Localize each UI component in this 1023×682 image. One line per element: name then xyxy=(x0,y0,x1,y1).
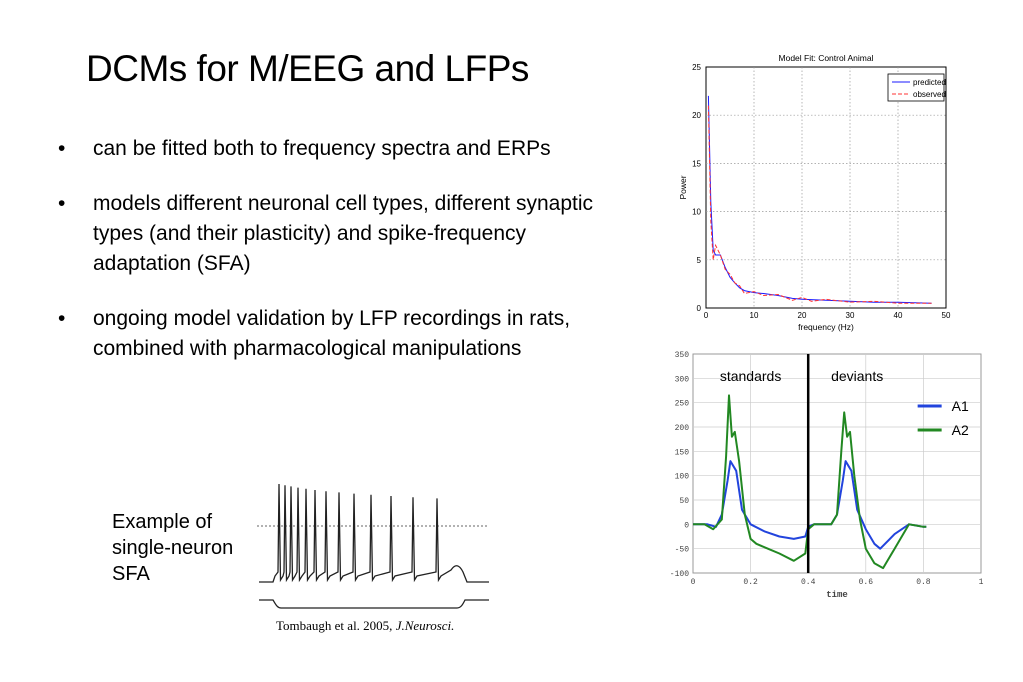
sfa-caption: Example of single-neuron SFA xyxy=(112,509,233,587)
chart-title: Model Fit: Control Animal xyxy=(779,53,874,63)
x-axis-label: time xyxy=(826,590,848,600)
x-tick-label: 0 xyxy=(691,578,696,587)
y-tick-label: 0 xyxy=(697,304,702,313)
legend-label-A1: A1 xyxy=(952,398,969,414)
current-step-trace xyxy=(259,599,489,609)
bullet-glyph: • xyxy=(58,137,66,160)
chart-plot-area xyxy=(705,66,947,309)
series-line-predicted xyxy=(707,95,932,304)
y-tick-label: 15 xyxy=(692,159,701,168)
y-axis-label: Power xyxy=(678,175,688,199)
y-tick-label: 200 xyxy=(675,424,690,433)
y-tick-label: 100 xyxy=(675,473,690,482)
y-tick-label: 50 xyxy=(679,497,689,506)
x-axis-label: frequency (Hz) xyxy=(798,322,854,332)
x-tick-label: 0.6 xyxy=(859,578,874,587)
spike-trace xyxy=(259,483,489,583)
legend-box xyxy=(887,73,945,102)
y-tick-label: 250 xyxy=(675,400,690,409)
bullet-text: can be fitted both to frequency spectra … xyxy=(93,137,551,160)
bullet-text: models different neuronal cell types, di… xyxy=(93,192,594,275)
bullet-text: ongoing model validation by LFP recordin… xyxy=(93,307,571,360)
slide-title: DCMs for M/EEG and LFPs xyxy=(86,48,529,89)
x-tick-label: 20 xyxy=(798,311,807,320)
y-tick-label: 5 xyxy=(697,256,702,265)
citation: Tombaugh et al. 2005, J.Neurosci. xyxy=(276,618,454,634)
x-tick-label: 0.8 xyxy=(916,578,931,587)
y-tick-label: 350 xyxy=(675,351,690,360)
erp-chart: 0 0.2 0.4 0.6 0.8 1 -100 -50 0 50 100 150 200 250 300 3… xyxy=(670,351,984,600)
bullet-item: • ongoing model validation by LFP recordi… xyxy=(56,304,616,364)
annotation-standards: standards xyxy=(720,368,781,384)
x-tick-label: 10 xyxy=(750,311,759,320)
y-tick-label: 150 xyxy=(675,448,690,457)
series-line-observed xyxy=(707,105,932,304)
legend-label-observed: observed xyxy=(913,90,946,99)
bullet-glyph: • xyxy=(58,307,66,330)
y-tick-label: -50 xyxy=(675,546,690,555)
y-tick-label: 10 xyxy=(692,208,701,217)
y-tick-label: 25 xyxy=(692,63,701,72)
spectrum-fit-chart: 0 10 20 30 40 50 0 5 10 15 20 25 Model Fit: Control… xyxy=(678,53,951,332)
y-tick-label: -100 xyxy=(670,570,689,579)
x-tick-label: 0.4 xyxy=(801,578,816,587)
x-tick-label: 0 xyxy=(704,311,709,320)
x-tick-label: 1 xyxy=(979,578,984,587)
sfa-caption-line: Example of xyxy=(112,511,213,533)
y-tick-label: 20 xyxy=(692,111,701,120)
citation-authors: Tombaugh et al. 2005, xyxy=(276,618,396,633)
bullet-item: • models different neuronal cell types, d… xyxy=(56,189,616,279)
series-line-A2 xyxy=(693,394,927,570)
x-tick-label: 30 xyxy=(846,311,855,320)
sfa-trace-figure xyxy=(257,483,489,609)
x-tick-label: 0.2 xyxy=(743,578,758,587)
chart-plot-area xyxy=(692,353,982,574)
bullet-item: • can be fitted both to frequency spectra… xyxy=(56,134,616,164)
sfa-caption-line: single-neuron xyxy=(112,537,234,559)
chart-legend: predicted observed xyxy=(887,73,946,102)
sfa-caption-line: SFA xyxy=(112,563,150,585)
x-tick-label: 40 xyxy=(894,311,903,320)
legend-label-predicted: predicted xyxy=(913,78,946,87)
legend-label-A2: A2 xyxy=(952,422,969,438)
annotation-deviants: deviants xyxy=(831,368,883,384)
x-tick-label: 50 xyxy=(942,311,951,320)
citation-journal: J.Neurosci. xyxy=(395,618,455,633)
bullet-list: • can be fitted both to frequency spectra… xyxy=(56,134,616,389)
y-tick-label: 0 xyxy=(684,521,689,530)
y-tick-label: 300 xyxy=(675,375,690,384)
bullet-glyph: • xyxy=(58,192,66,215)
